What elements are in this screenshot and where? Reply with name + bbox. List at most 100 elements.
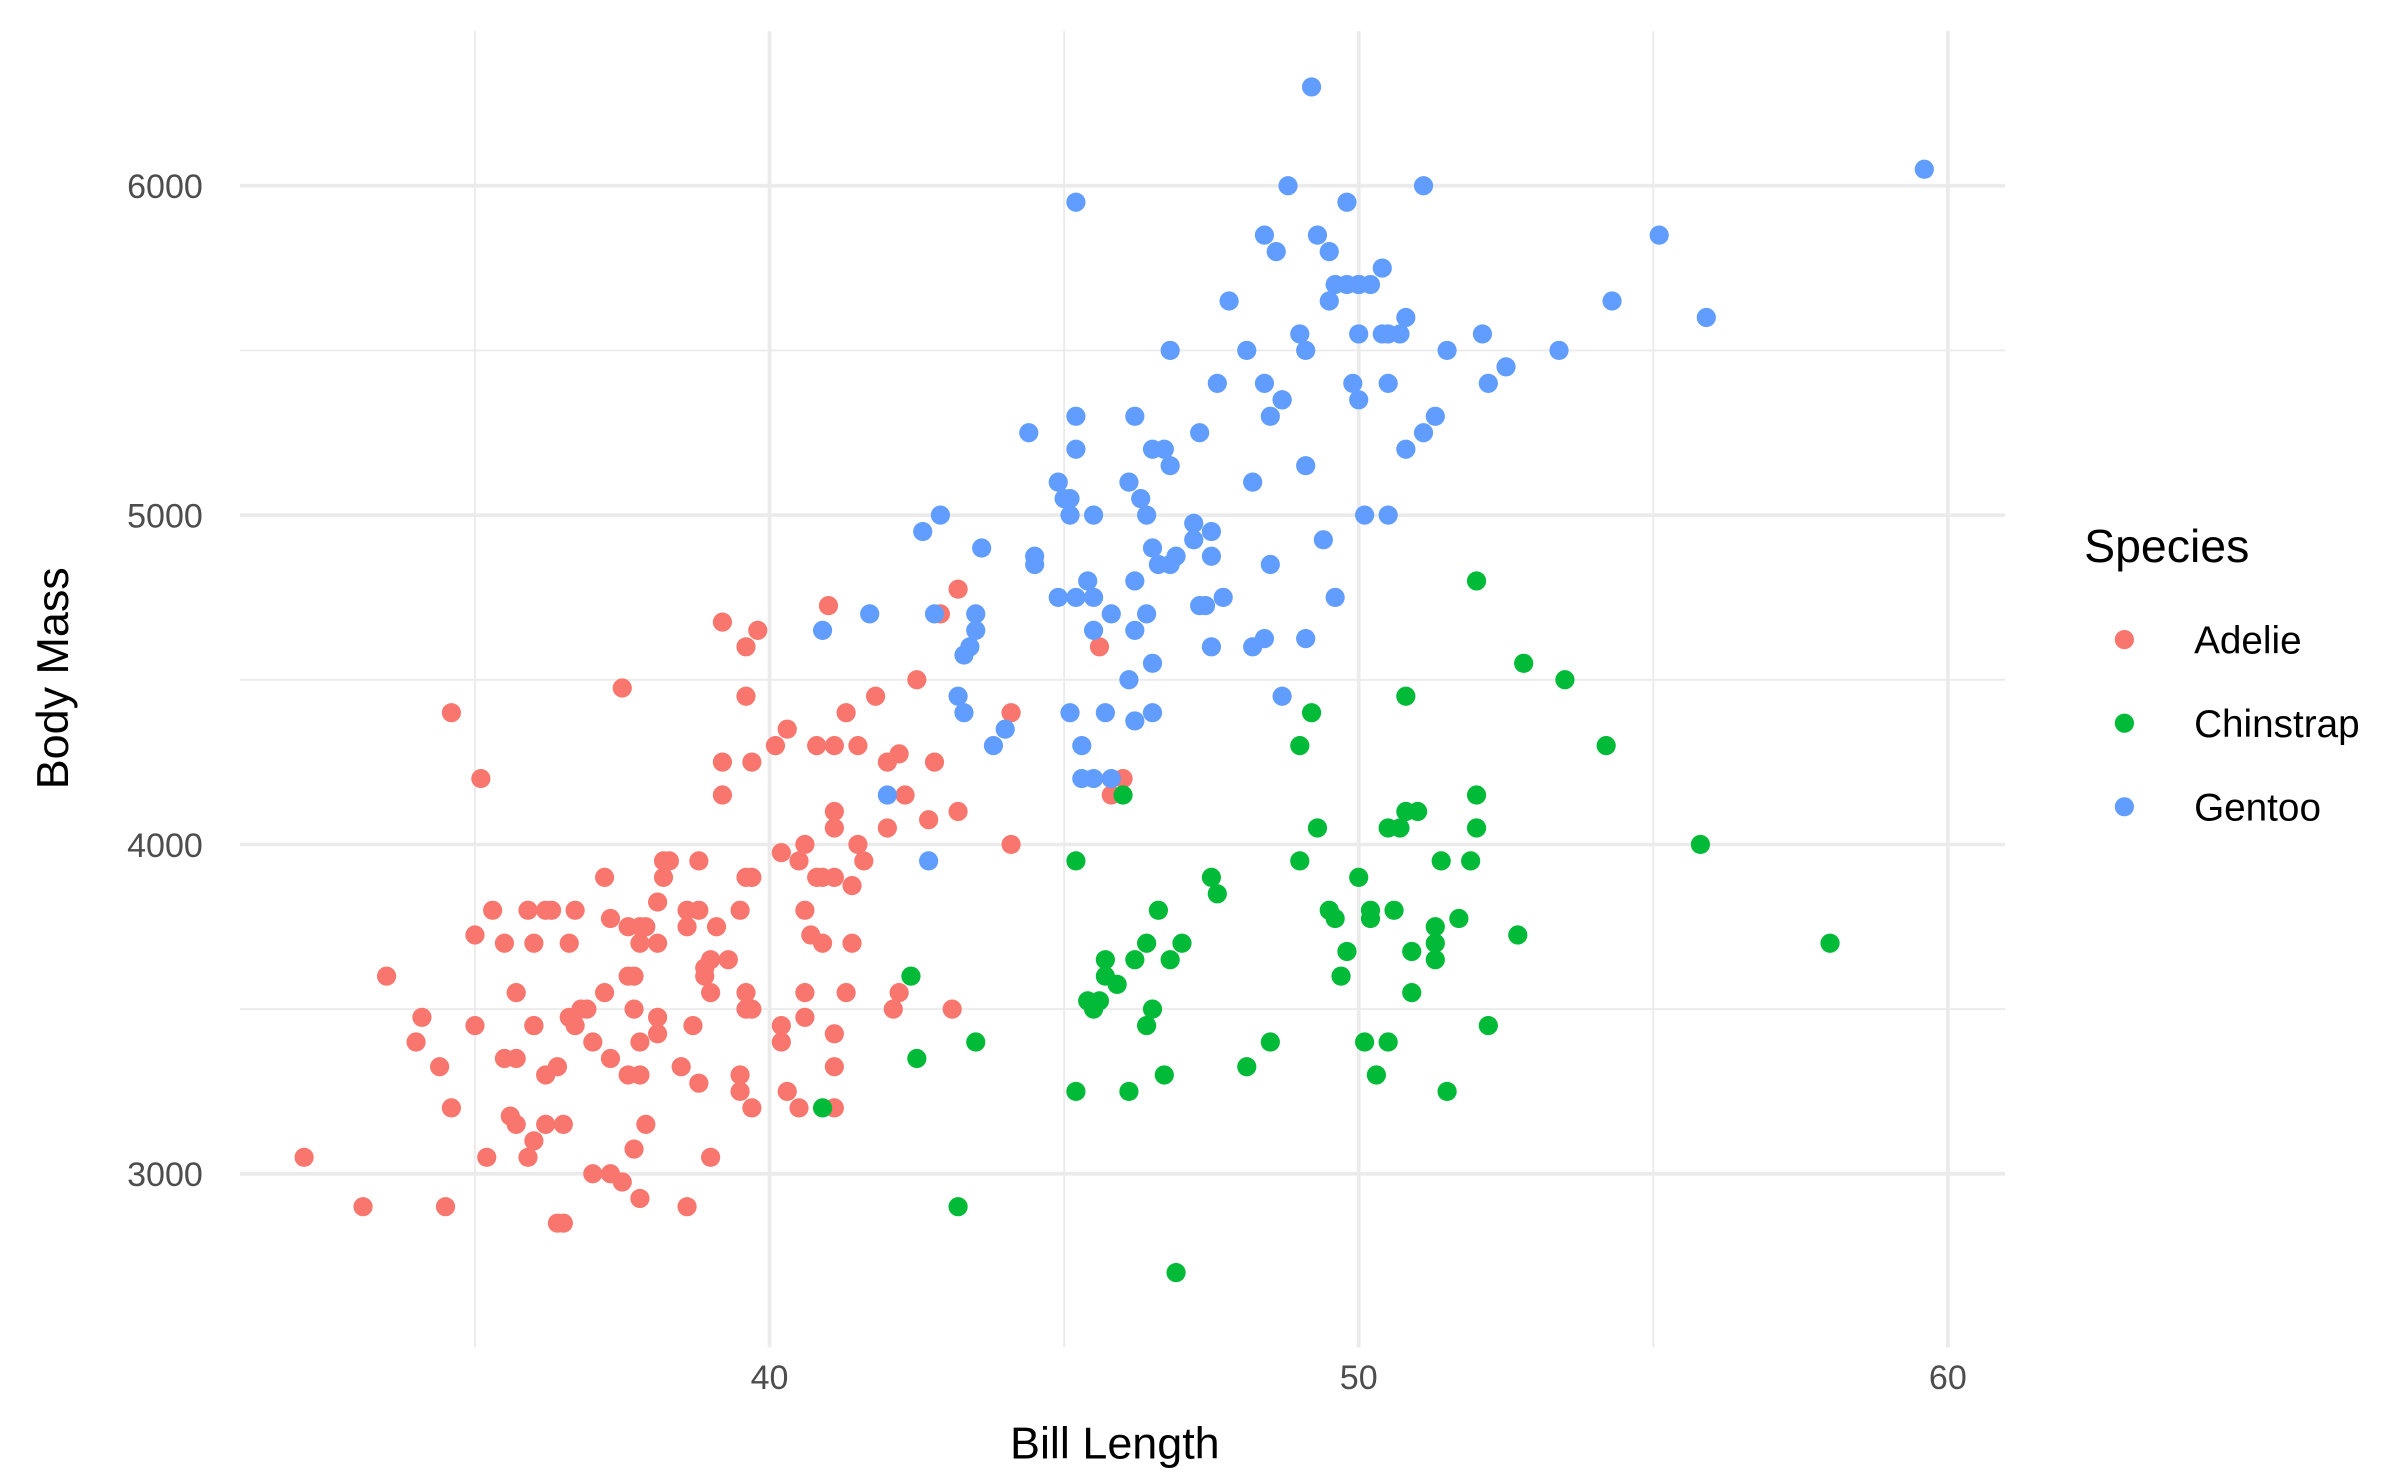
point-adelie: [594, 983, 615, 1003]
point-gentoo: [860, 604, 880, 624]
point-adelie: [742, 1098, 762, 1118]
point-adelie: [730, 1065, 750, 1085]
point-chinstrap: [1508, 925, 1528, 945]
point-gentoo: [1048, 472, 1068, 492]
point-adelie: [648, 1007, 668, 1027]
point-adelie: [942, 999, 962, 1019]
point-gentoo: [1125, 620, 1145, 640]
point-adelie: [807, 867, 827, 887]
point-adelie: [730, 900, 750, 920]
point-gentoo: [1019, 423, 1039, 443]
point-gentoo: [1260, 554, 1280, 575]
point-chinstrap: [1148, 900, 1168, 920]
y-tick-label: 3000: [127, 1156, 203, 1194]
x-tick-label: 50: [1340, 1359, 1378, 1397]
point-adelie: [406, 1032, 426, 1052]
point-adelie: [877, 818, 897, 838]
point-chinstrap: [1160, 950, 1180, 970]
point-gentoo: [1131, 489, 1151, 509]
y-tick-label: 4000: [127, 827, 203, 865]
point-chinstrap: [812, 1098, 833, 1118]
point-gentoo: [1914, 159, 1934, 179]
point-adelie: [441, 703, 462, 723]
point-adelie: [1001, 703, 1021, 723]
point-gentoo: [930, 505, 951, 525]
point-chinstrap: [1349, 867, 1369, 887]
point-chinstrap: [1201, 867, 1222, 887]
point-chinstrap: [901, 966, 921, 986]
point-adelie: [630, 1032, 650, 1052]
point-adelie: [889, 983, 909, 1003]
point-gentoo: [1054, 489, 1074, 509]
point-gentoo: [1083, 620, 1104, 640]
point-adelie: [701, 950, 721, 970]
point-chinstrap: [1066, 1081, 1086, 1102]
point-gentoo: [1602, 291, 1622, 311]
point-adelie: [435, 1197, 456, 1217]
point-gentoo: [1278, 176, 1298, 196]
point-adelie: [689, 851, 709, 871]
point-adelie: [736, 983, 756, 1003]
point-adelie: [883, 999, 903, 1019]
point-gentoo: [1260, 406, 1280, 426]
point-chinstrap: [1449, 908, 1469, 929]
point-adelie: [801, 925, 821, 945]
point-gentoo: [1142, 538, 1163, 558]
point-adelie: [630, 917, 650, 937]
point-gentoo: [1048, 587, 1068, 608]
point-chinstrap: [1137, 933, 1157, 953]
point-gentoo: [1083, 505, 1104, 525]
point-adelie: [948, 801, 968, 822]
point-adelie: [824, 1057, 844, 1077]
point-chinstrap: [1384, 900, 1404, 920]
point-adelie: [854, 851, 874, 871]
point-gentoo: [1160, 554, 1180, 575]
point-gentoo: [1142, 439, 1163, 459]
point-adelie: [818, 596, 839, 616]
point-adelie: [518, 1147, 538, 1167]
point-adelie: [924, 752, 945, 772]
point-gentoo: [1237, 340, 1257, 361]
point-gentoo: [1137, 505, 1157, 525]
point-gentoo: [954, 645, 974, 665]
point-gentoo: [1060, 703, 1080, 723]
point-gentoo: [1390, 324, 1410, 344]
point-chinstrap: [1378, 1032, 1398, 1052]
point-adelie: [695, 966, 715, 986]
point-gentoo: [1266, 242, 1286, 262]
point-adelie: [353, 1197, 373, 1217]
point-adelie: [765, 736, 786, 756]
point-chinstrap: [1301, 703, 1322, 723]
point-gentoo: [1378, 373, 1398, 393]
point-chinstrap: [1095, 950, 1115, 970]
point-gentoo: [919, 851, 939, 871]
point-adelie: [807, 736, 827, 756]
point-gentoo: [1360, 274, 1381, 295]
point-gentoo: [1349, 390, 1369, 410]
point-gentoo: [1125, 571, 1145, 591]
point-chinstrap: [1142, 999, 1163, 1019]
point-gentoo: [1337, 192, 1357, 212]
y-tick-label: 6000: [127, 168, 203, 206]
point-chinstrap: [1596, 736, 1616, 756]
point-adelie: [948, 579, 968, 599]
point-adelie: [718, 950, 738, 970]
point-adelie: [677, 917, 697, 937]
point-gentoo: [1296, 340, 1316, 361]
point-adelie: [612, 678, 632, 698]
point-adelie: [559, 933, 579, 953]
point-adelie: [795, 1007, 815, 1027]
point-gentoo: [1319, 291, 1339, 311]
point-adelie: [594, 867, 615, 887]
point-chinstrap: [1425, 917, 1445, 937]
point-gentoo: [1160, 456, 1180, 476]
point-adelie: [471, 768, 491, 789]
point-gentoo: [1072, 768, 1092, 789]
point-chinstrap: [1137, 1015, 1157, 1036]
point-gentoo: [1296, 628, 1316, 649]
point-adelie: [895, 785, 915, 805]
point-chinstrap: [1396, 686, 1416, 706]
point-adelie: [907, 670, 927, 690]
point-adelie: [736, 637, 756, 657]
point-gentoo: [1254, 373, 1275, 393]
